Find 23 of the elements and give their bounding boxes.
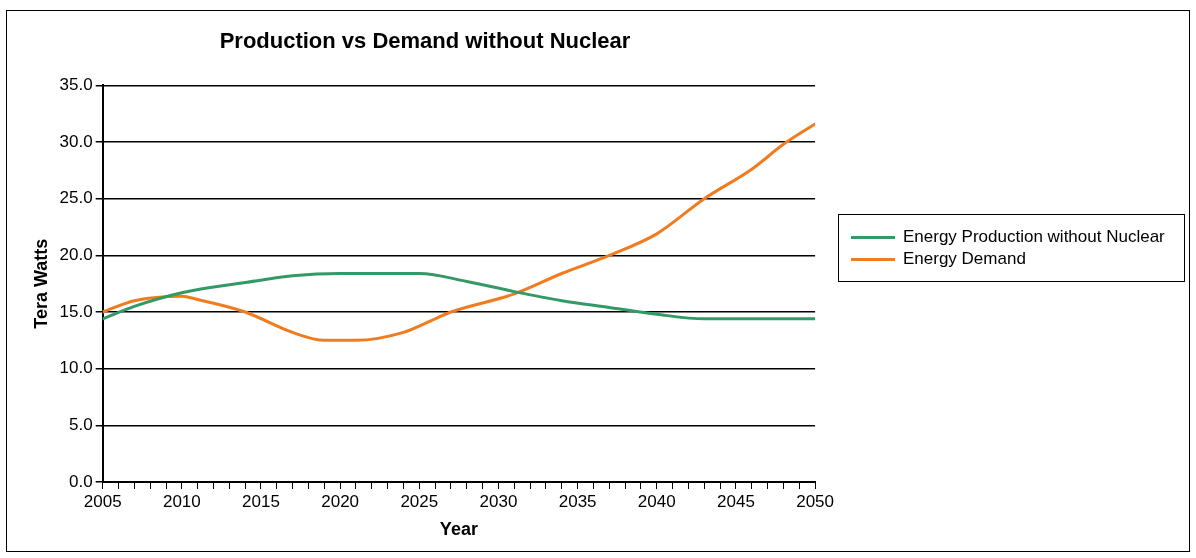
x-tick-label: 2035 bbox=[558, 491, 597, 511]
x-tick-label: 2025 bbox=[400, 491, 439, 511]
y-tick-label: 30.0 bbox=[59, 131, 93, 151]
chart-title: Production vs Demand without Nuclear bbox=[219, 28, 631, 54]
x-axis-title: Year bbox=[439, 519, 478, 540]
y-tick-label: 25.0 bbox=[59, 188, 93, 208]
y-tick-label: 20.0 bbox=[59, 245, 93, 265]
x-tick-label: 2015 bbox=[242, 491, 280, 511]
x-tick-label: 2010 bbox=[162, 491, 201, 511]
legend-label: Energy Production without Nuclear bbox=[903, 227, 1165, 247]
x-tick-label: 2050 bbox=[796, 491, 834, 511]
y-tick-label: 5.0 bbox=[69, 415, 93, 435]
x-tick-label: 2040 bbox=[637, 491, 676, 511]
x-tick-label: 2020 bbox=[321, 491, 360, 511]
y-tick-label: 15.0 bbox=[59, 301, 93, 321]
y-tick-label: 0.0 bbox=[69, 471, 93, 491]
legend-label: Energy Demand bbox=[903, 249, 1026, 269]
y-tick-label: 10.0 bbox=[59, 358, 93, 378]
x-tick-label: 2045 bbox=[717, 491, 755, 511]
x-tick-label: 2005 bbox=[83, 491, 122, 511]
y-tick-label: 35.0 bbox=[59, 75, 93, 95]
x-tick-label: 2030 bbox=[479, 491, 518, 511]
y-axis-title: Tera Watts bbox=[30, 238, 51, 329]
